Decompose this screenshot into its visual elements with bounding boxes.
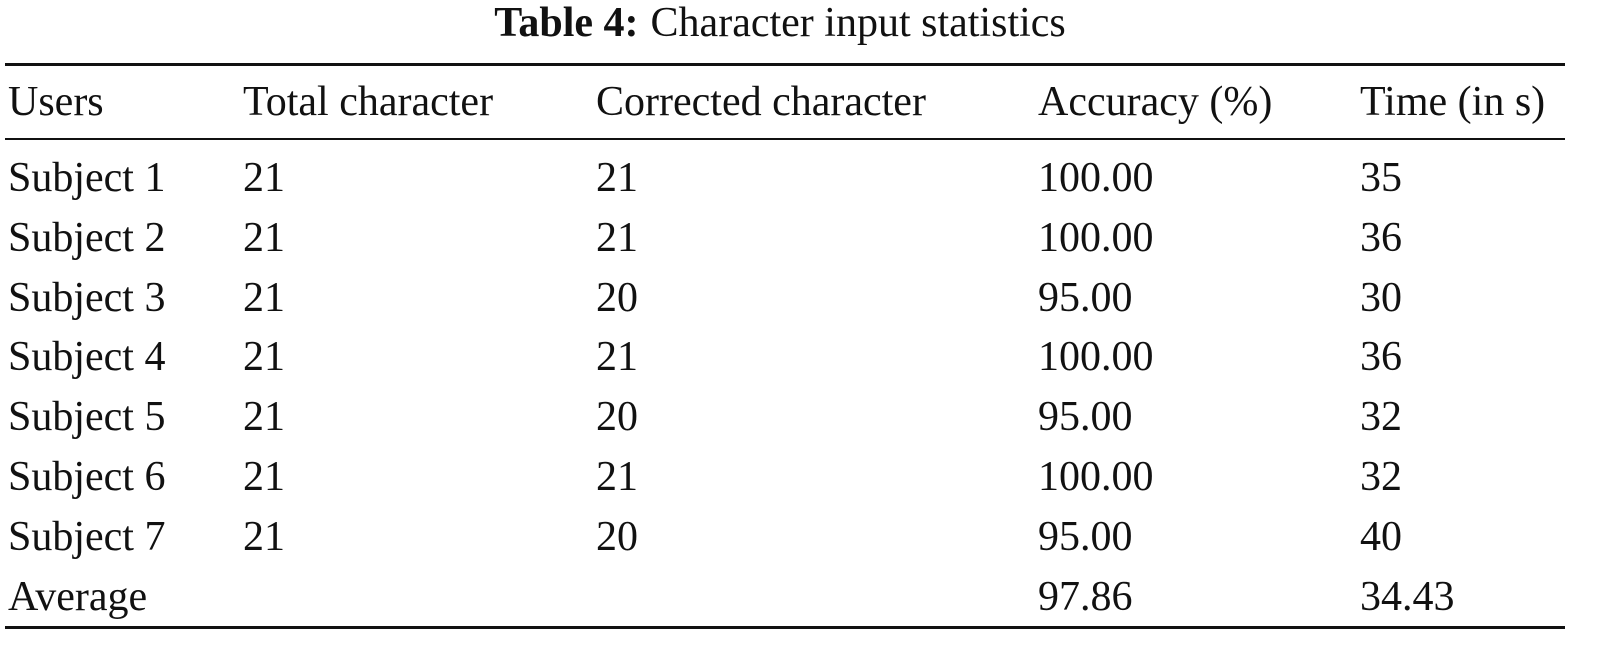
table-cell: Subject 3 <box>8 274 166 321</box>
table-cell: 21 <box>243 334 285 381</box>
table-cell: 40 <box>1360 513 1402 560</box>
table-cell: 36 <box>1360 214 1402 261</box>
table-cell: 100.00 <box>1038 155 1154 201</box>
header-cell: Time (in s) <box>1360 79 1546 125</box>
average-accuracy: 97.86 <box>1038 573 1133 620</box>
table-cell: 21 <box>596 155 638 201</box>
table-cell: 21 <box>243 274 285 321</box>
header-cell: Total character <box>243 79 494 125</box>
header-rule <box>5 138 1565 140</box>
table-cell: 21 <box>243 454 285 500</box>
table-cell: 21 <box>596 454 638 500</box>
table-cell: 30 <box>1360 274 1402 321</box>
table-cell: Subject 6 <box>8 454 166 500</box>
caption-text: Character input statistics <box>650 0 1066 46</box>
table-cell: 21 <box>243 513 285 560</box>
table-cell: 95.00 <box>1038 513 1133 560</box>
table-cell: Subject 5 <box>8 394 166 441</box>
table-cell: Subject 2 <box>8 214 166 261</box>
table-cell: 21 <box>596 334 638 381</box>
average-label: Average <box>8 573 148 620</box>
header-cell: Accuracy (%) <box>1038 79 1273 125</box>
table-cell: 32 <box>1360 394 1402 441</box>
table-cell: Subject 1 <box>8 155 166 201</box>
table-cell: 100.00 <box>1038 334 1154 381</box>
bottom-rule <box>5 626 1565 629</box>
table-cell: 95.00 <box>1038 274 1133 321</box>
table-cell: 21 <box>596 214 638 261</box>
table-cell: 20 <box>596 513 638 560</box>
table-cell: 32 <box>1360 454 1402 500</box>
header-cell: Corrected character <box>596 79 926 125</box>
average-time: 34.43 <box>1360 573 1455 620</box>
table-cell: 100.00 <box>1038 214 1154 261</box>
table-cell: 21 <box>243 155 285 201</box>
table-cell: 35 <box>1360 155 1402 201</box>
table-cell: Subject 4 <box>8 334 166 381</box>
table-cell: 100.00 <box>1038 454 1154 500</box>
table-cell: 36 <box>1360 334 1402 381</box>
table-cell: Subject 7 <box>8 513 166 560</box>
table-caption: Table 4: Character input statistics <box>0 0 1560 46</box>
table-cell: 21 <box>243 214 285 261</box>
top-rule <box>5 63 1565 66</box>
table-cell: 20 <box>596 274 638 321</box>
caption-label: Table 4: <box>494 0 639 46</box>
table-cell: 20 <box>596 394 638 441</box>
header-cell: Users <box>8 79 104 125</box>
table-cell: 95.00 <box>1038 394 1133 441</box>
table-cell: 21 <box>243 394 285 441</box>
